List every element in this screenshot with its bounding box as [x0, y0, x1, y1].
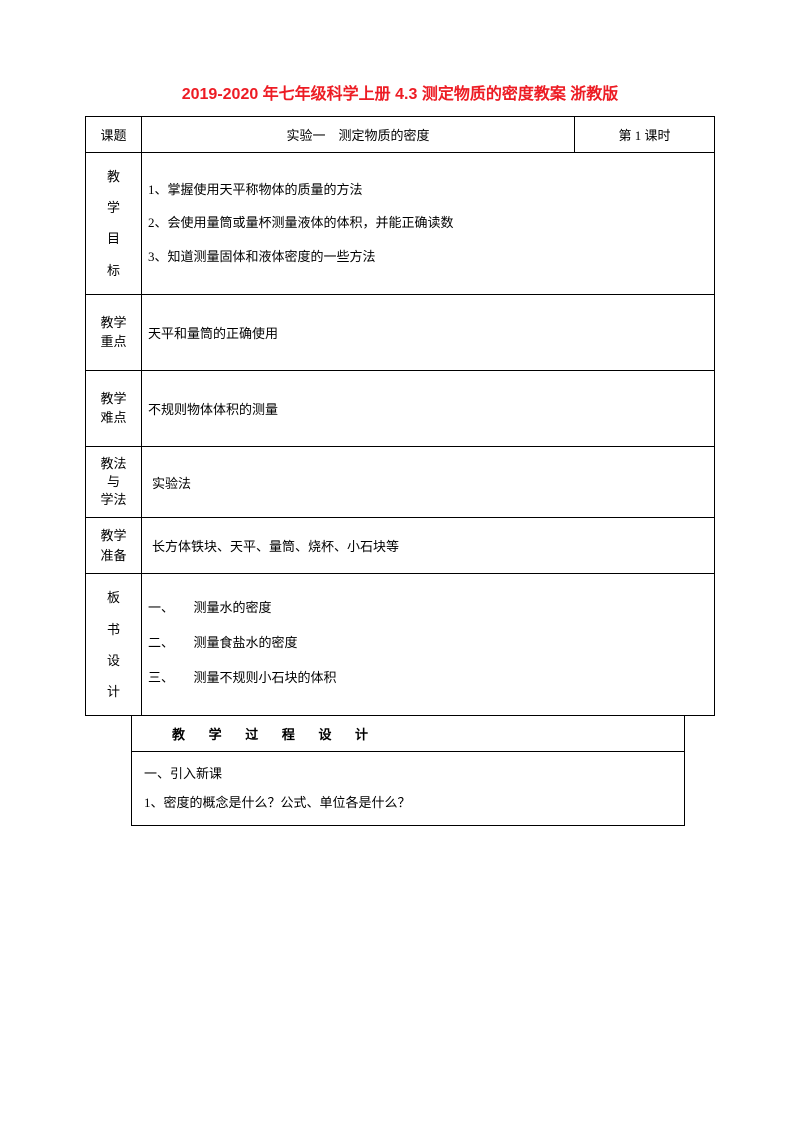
process-line-2: 1、密度的概念是什么？公式、单位各是什么？ [144, 789, 672, 818]
obj-char-1: 教 [92, 161, 135, 192]
obj-char-4: 标 [92, 255, 135, 286]
lesson-plan-table: 课题 实验一 测定物质的密度 第 1 课时 教 学 目 标 1、掌握使用天平称物… [85, 116, 715, 716]
method-row: 教法 与 学法 实验法 [86, 446, 715, 518]
objective-3: 3、知道测量固体和液体密度的一些方法 [148, 240, 708, 274]
board-char-1: 板 [92, 582, 135, 613]
objectives-content: 1、掌握使用天平称物体的质量的方法 2、会使用量筒或量杯测量液体的体积，并能正确… [142, 153, 715, 295]
difficulty-label: 教学 难点 [86, 370, 142, 446]
obj-char-3: 目 [92, 223, 135, 254]
board-item-3: 三、 测量不规则小石块的体积 [148, 662, 708, 693]
keypoint-content: 天平和量筒的正确使用 [142, 294, 715, 370]
board-item-1: 一、 测量水的密度 [148, 592, 708, 623]
board-char-4: 计 [92, 676, 135, 707]
objective-1: 1、掌握使用天平称物体的质量的方法 [148, 173, 708, 207]
keypoint-row: 教学 重点 天平和量筒的正确使用 [86, 294, 715, 370]
topic-label: 课题 [86, 117, 142, 153]
header-row: 课题 实验一 测定物质的密度 第 1 课时 [86, 117, 715, 153]
difficulty-row: 教学 难点 不规则物体体积的测量 [86, 370, 715, 446]
process-body: 一、引入新课 1、密度的概念是什么？公式、单位各是什么？ [132, 752, 685, 826]
board-content: 一、 测量水的密度 二、 测量食盐水的密度 三、 测量不规则小石块的体积 [142, 574, 715, 716]
board-item-2: 二、 测量食盐水的密度 [148, 627, 708, 658]
keypoint-label: 教学 重点 [86, 294, 142, 370]
prep-row: 教学 准备 长方体铁块、天平、量筒、烧杯、小石块等 [86, 518, 715, 574]
objective-2: 2、会使用量筒或量杯测量液体的体积，并能正确读数 [148, 206, 708, 240]
objectives-row: 教 学 目 标 1、掌握使用天平称物体的质量的方法 2、会使用量筒或量杯测量液体… [86, 153, 715, 295]
board-char-3: 设 [92, 645, 135, 676]
objectives-label: 教 学 目 标 [86, 153, 142, 295]
obj-char-2: 学 [92, 192, 135, 223]
document-title: 2019-2020 年七年级科学上册 4.3 测定物质的密度教案 浙教版 [85, 80, 715, 104]
board-row: 板 书 设 计 一、 测量水的密度 二、 测量食盐水的密度 三、 测量不规则小石… [86, 574, 715, 716]
board-char-2: 书 [92, 614, 135, 645]
prep-label: 教学 准备 [86, 518, 142, 574]
process-header: 教 学 过 程 设 计 [132, 716, 685, 752]
board-label: 板 书 设 计 [86, 574, 142, 716]
method-label: 教法 与 学法 [86, 446, 142, 518]
method-content: 实验法 [142, 446, 715, 518]
process-table: 教 学 过 程 设 计 一、引入新课 1、密度的概念是什么？公式、单位各是什么？ [131, 716, 685, 826]
process-line-1: 一、引入新课 [144, 760, 672, 789]
topic-value: 实验一 测定物质的密度 [142, 117, 575, 153]
period-value: 第 1 课时 [575, 117, 715, 153]
prep-content: 长方体铁块、天平、量筒、烧杯、小石块等 [142, 518, 715, 574]
difficulty-content: 不规则物体体积的测量 [142, 370, 715, 446]
